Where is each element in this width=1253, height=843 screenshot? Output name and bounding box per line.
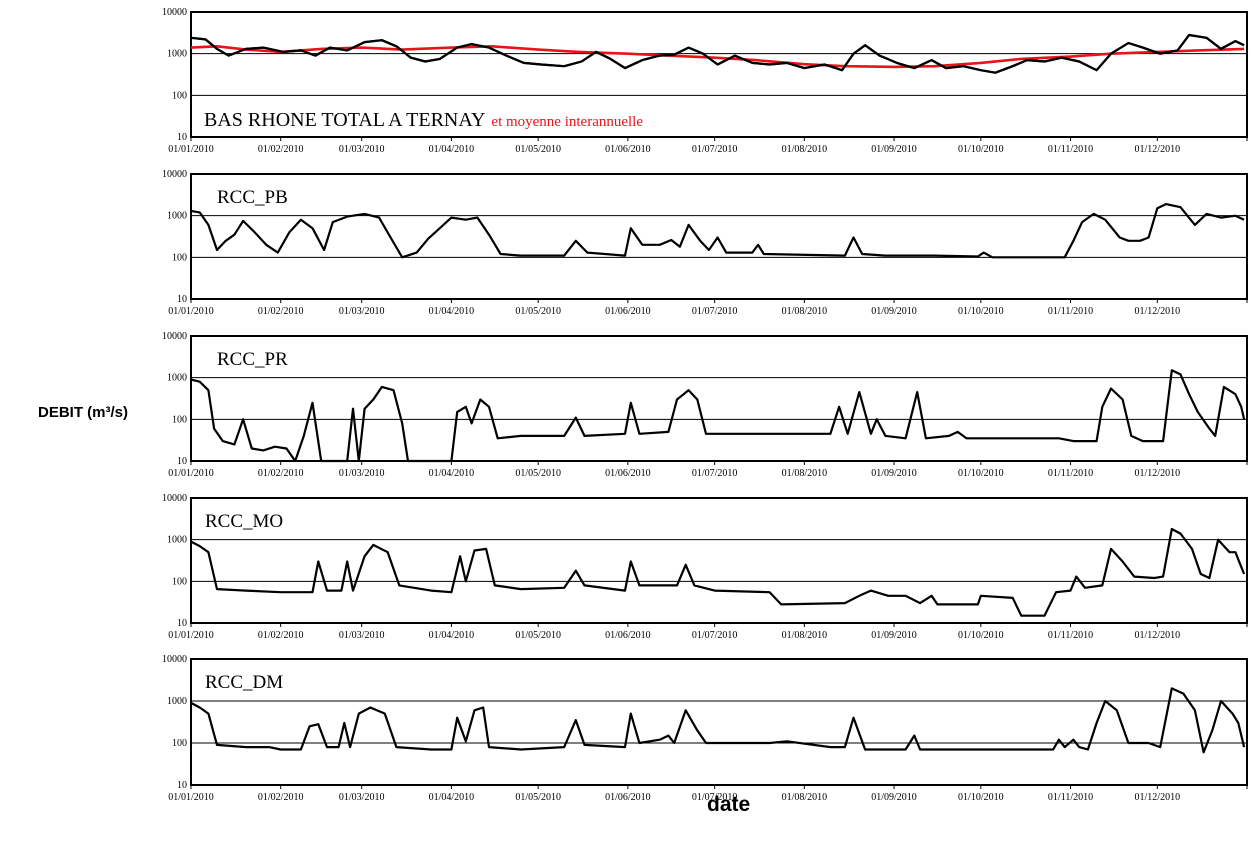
panel-1-title: BAS RHONE TOTAL A TERNAY et moyenne inter… bbox=[204, 109, 643, 131]
panel-3-xtick-label: 01/10/2010 bbox=[958, 468, 1004, 479]
panel-4-xtick-label: 01/02/2010 bbox=[258, 630, 304, 641]
panel-5-xtick-label: 01/09/2010 bbox=[871, 792, 917, 803]
panel-5-ytick-label: 10 bbox=[177, 780, 187, 791]
panel-4-xtick-label: 01/04/2010 bbox=[429, 630, 475, 641]
panel-2-xtick-label: 01/11/2010 bbox=[1048, 306, 1093, 317]
panel-4-xtick-label: 01/09/2010 bbox=[871, 630, 917, 641]
panel-2-xtick-label: 01/08/2010 bbox=[782, 306, 828, 317]
panel-1-flow-line-top bbox=[190, 33, 1245, 74]
panel-2-xtick-label: 01/12/2010 bbox=[1135, 306, 1181, 317]
panel-5-xtick-label: 01/08/2010 bbox=[782, 792, 828, 803]
panel-3-flow-line bbox=[190, 369, 1246, 463]
panel-4-ytick-label: 100 bbox=[172, 576, 187, 587]
panel-5-xtick-label: 01/12/2010 bbox=[1135, 792, 1181, 803]
panel-2-xtick-label: 01/06/2010 bbox=[605, 306, 651, 317]
panel-4-xtick-label: 01/11/2010 bbox=[1048, 630, 1093, 641]
panel-2-xtick-label: 01/01/2010 bbox=[168, 306, 214, 317]
panel-1-xtick-label: 01/05/2010 bbox=[515, 144, 561, 155]
panel-3-xtick-label: 01/03/2010 bbox=[339, 468, 385, 479]
panel-3-ytick-label: 10 bbox=[177, 456, 187, 467]
panel-1-xtick-label: 01/10/2010 bbox=[958, 144, 1004, 155]
panel-1-xtick-label: 01/09/2010 bbox=[871, 144, 917, 155]
panel-3-xtick-label: 01/01/2010 bbox=[168, 468, 214, 479]
panel-4-ytick-label: 1000 bbox=[167, 535, 187, 546]
panel-3-frame bbox=[190, 335, 1248, 462]
panel-1-frame bbox=[190, 11, 1248, 138]
panel-2-flow-line bbox=[190, 203, 1245, 259]
panel-1-xtick-label: 01/11/2010 bbox=[1048, 144, 1093, 155]
panel-3-xtick-label: 01/06/2010 bbox=[605, 468, 651, 479]
panel-3-xtick-label: 01/07/2010 bbox=[692, 468, 738, 479]
panel-4-xtick-label: 01/03/2010 bbox=[339, 630, 385, 641]
panel-3-ytick-label: 100 bbox=[172, 414, 187, 425]
panel-3-xtick-label: 01/12/2010 bbox=[1135, 468, 1181, 479]
panel-5-xtick-label: 01/10/2010 bbox=[958, 792, 1004, 803]
panel-2-xtick-label: 01/05/2010 bbox=[515, 306, 561, 317]
panel-2-ytick-label: 10 bbox=[177, 294, 187, 305]
panel-5-xtick-label: 01/04/2010 bbox=[429, 792, 475, 803]
panel-2-xtick-label: 01/02/2010 bbox=[258, 306, 304, 317]
panel-4-xtick-label: 01/01/2010 bbox=[168, 630, 214, 641]
panel-4-ytick-label: 10000 bbox=[162, 493, 187, 504]
panel-2-xtick-label: 01/07/2010 bbox=[692, 306, 738, 317]
panel-4-xtick-label: 01/05/2010 bbox=[515, 630, 561, 641]
panel-4-title: RCC_MO bbox=[205, 511, 283, 532]
panel-1-ytick-label: 1000 bbox=[167, 49, 187, 60]
panel-5-title: RCC_DM bbox=[205, 672, 283, 693]
panel-1-ytick-label: 100 bbox=[172, 90, 187, 101]
panel-4-flow-line bbox=[190, 527, 1246, 617]
panel-4-xtick-label: 01/10/2010 bbox=[958, 630, 1004, 641]
panel-2-xtick-label: 01/04/2010 bbox=[429, 306, 475, 317]
panel-3-xtick-label: 01/02/2010 bbox=[258, 468, 304, 479]
panel-3-ytick-label: 1000 bbox=[167, 373, 187, 384]
panel-1-xtick-label: 01/03/2010 bbox=[339, 144, 385, 155]
panel-4-frame bbox=[190, 497, 1248, 624]
panel-2-title: RCC_PB bbox=[217, 187, 288, 208]
panel-2-xtick-label: 01/10/2010 bbox=[958, 306, 1004, 317]
panel-1-xtick-label: 01/07/2010 bbox=[692, 144, 738, 155]
panel-1-xtick-label: 01/06/2010 bbox=[605, 144, 651, 155]
panel-2-frame bbox=[190, 173, 1248, 300]
panel-5-xtick-label: 01/07/2010 bbox=[692, 792, 738, 803]
panel-1-xtick-label: 01/04/2010 bbox=[429, 144, 475, 155]
panel-1-xtick-label: 01/01/2010 bbox=[168, 144, 214, 155]
panel-5-xtick-label: 01/03/2010 bbox=[339, 792, 385, 803]
panel-3-xtick-label: 01/04/2010 bbox=[429, 468, 475, 479]
y-axis-label: DEBIT (m³/s) bbox=[38, 404, 128, 421]
panel-3-xtick-label: 01/09/2010 bbox=[871, 468, 917, 479]
x-axis-label: date bbox=[707, 793, 751, 816]
panel-3-xtick-label: 01/08/2010 bbox=[782, 468, 828, 479]
panel-5-frame bbox=[190, 658, 1248, 786]
panel-5-xtick-label: 01/05/2010 bbox=[515, 792, 561, 803]
panel-2-ytick-label: 10000 bbox=[162, 169, 187, 180]
panel-1-ytick-label: 10000 bbox=[162, 7, 187, 18]
panel-3-xtick-label: 01/11/2010 bbox=[1048, 468, 1093, 479]
panel-1-ytick-label: 10 bbox=[177, 132, 187, 143]
panel-5-ytick-label: 100 bbox=[172, 738, 187, 749]
panel-5-xtick-label: 01/06/2010 bbox=[605, 792, 651, 803]
panel-4-xtick-label: 01/06/2010 bbox=[605, 630, 651, 641]
panel-5-xtick-label: 01/02/2010 bbox=[258, 792, 304, 803]
panel-5-flow-line bbox=[190, 687, 1246, 754]
panel-3-ytick-label: 10000 bbox=[162, 331, 187, 342]
panel-3-xtick-label: 01/05/2010 bbox=[515, 468, 561, 479]
panel-5-ytick-label: 10000 bbox=[162, 654, 187, 665]
panel-4-xtick-label: 01/12/2010 bbox=[1135, 630, 1181, 641]
panel-2-xtick-label: 01/09/2010 bbox=[871, 306, 917, 317]
panel-5-xtick-label: 01/01/2010 bbox=[168, 792, 214, 803]
panel-5-xtick-label: 01/11/2010 bbox=[1048, 792, 1093, 803]
panel-1-xtick-label: 01/02/2010 bbox=[258, 144, 304, 155]
panel-4-xtick-label: 01/07/2010 bbox=[692, 630, 738, 641]
panel-4-ytick-label: 10 bbox=[177, 618, 187, 629]
panel-1-xtick-label: 01/12/2010 bbox=[1135, 144, 1181, 155]
panel-3-title: RCC_PR bbox=[217, 349, 288, 370]
panel-1-xtick-label: 01/08/2010 bbox=[782, 144, 828, 155]
panel-4-xtick-label: 01/08/2010 bbox=[782, 630, 828, 641]
panel-2-ytick-label: 100 bbox=[172, 252, 187, 263]
panel-2-xtick-label: 01/03/2010 bbox=[339, 306, 385, 317]
panel-2-ytick-label: 1000 bbox=[167, 211, 187, 222]
panel-5-ytick-label: 1000 bbox=[167, 696, 187, 707]
